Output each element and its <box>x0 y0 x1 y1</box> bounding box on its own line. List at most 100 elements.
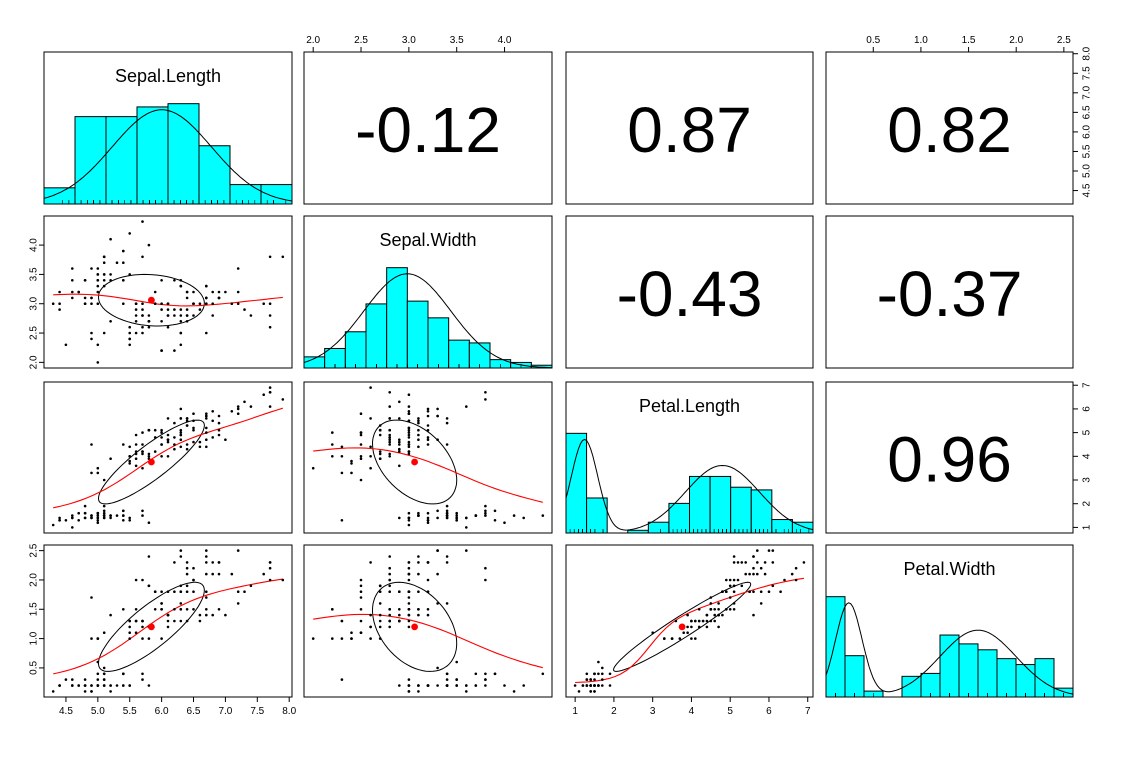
y-tick-label-Petal.Width-0: 0.5 <box>29 661 40 675</box>
point-Sepal.Length-Sepal.Width-90 <box>128 325 131 329</box>
point-Sepal.Length-Petal.Width-79 <box>141 637 144 640</box>
point-Sepal.Length-Petal.Width-31 <box>122 672 125 676</box>
point-Sepal.Width-Petal.Length-117 <box>484 391 487 394</box>
point-Sepal.Length-Petal.Width-94 <box>134 619 138 623</box>
x-tick-label-Sepal.Width-2: 3.0 <box>402 35 416 46</box>
point-Sepal.Length-Petal.Length-29 <box>77 511 80 515</box>
point-Sepal.Width-Petal.Width-62 <box>331 637 334 640</box>
point-Sepal.Width-Petal.Width-146 <box>359 584 363 588</box>
point-Sepal.Length-Petal.Width-125 <box>236 590 240 593</box>
point-Sepal.Length-Petal.Length-58 <box>198 440 202 444</box>
point-Sepal.Length-Petal.Width-106 <box>90 596 93 599</box>
point-Sepal.Width-Petal.Length-89 <box>359 455 363 458</box>
point-Sepal.Length-Petal.Width-57 <box>90 637 93 640</box>
point-Sepal.Length-Petal.Width-113 <box>141 578 144 582</box>
point-Sepal.Length-Petal.Width-149 <box>153 590 157 593</box>
point-Sepal.Length-Sepal.Width-21 <box>102 261 106 265</box>
points-Sepal.Width-vs-Petal.Width <box>311 549 545 693</box>
point-Sepal.Width-Petal.Width-22 <box>465 684 468 687</box>
point-Petal.Length-Petal.Width-148 <box>744 561 747 564</box>
point-Sepal.Length-Petal.Length-77 <box>205 431 208 434</box>
point-Sepal.Length-Petal.Length-140 <box>205 417 208 420</box>
point-Sepal.Length-Petal.Length-123 <box>179 433 183 437</box>
point-Sepal.Width-Petal.Width-123 <box>378 590 382 593</box>
point-Sepal.Width-Petal.Width-109 <box>465 549 468 552</box>
point-Sepal.Width-Petal.Width-84 <box>407 608 411 611</box>
y-tick-label-Sepal.Width-3: 3.5 <box>29 267 40 281</box>
point-Petal.Length-Petal.Width-37 <box>589 690 592 693</box>
point-Sepal.Length-Petal.Length-54 <box>192 440 195 444</box>
point-Sepal.Length-Petal.Width-108 <box>205 590 208 593</box>
point-Sepal.Length-Petal.Length-55 <box>141 443 144 446</box>
point-Sepal.Length-Sepal.Width-31 <box>122 279 125 282</box>
point-Sepal.Length-Petal.Width-112 <box>211 572 214 576</box>
point-Sepal.Length-Sepal.Width-88 <box>134 302 138 306</box>
point-Sepal.Length-Sepal.Width-149 <box>153 302 157 306</box>
point-Petal.Length-Petal.Width-35 <box>581 684 585 687</box>
point-Sepal.Width-Petal.Length-94 <box>378 450 382 453</box>
point-Sepal.Length-Sepal.Width-32 <box>109 237 112 241</box>
point-Sepal.Length-Petal.Length-41 <box>64 519 68 522</box>
point-Sepal.Width-Petal.Width-32 <box>512 690 516 693</box>
point-Sepal.Width-Petal.Width-21 <box>474 672 478 676</box>
point-Sepal.Width-Petal.Length-84 <box>407 443 411 446</box>
point-Sepal.Width-Petal.Length-129 <box>407 412 411 416</box>
point-Sepal.Length-Petal.Length-94 <box>134 450 138 453</box>
point-Sepal.Length-Petal.Width-20 <box>122 684 125 687</box>
point-Sepal.Width-Petal.Length-39 <box>445 514 449 517</box>
point-Petal.Length-Petal.Width-26 <box>597 672 600 676</box>
point-Sepal.Length-Sepal.Width-94 <box>134 320 138 323</box>
point-Sepal.Length-Sepal.Width-33 <box>128 232 131 235</box>
point-Petal.Length-Petal.Width-23 <box>601 666 604 670</box>
y-tick-label-Sepal.Length-7: 8.0 <box>1082 46 1093 60</box>
point-Sepal.Length-Sepal.Width-57 <box>90 337 93 341</box>
point-Sepal.Width-Petal.Width-39 <box>445 684 449 687</box>
point-Sepal.Length-Sepal.Width-24 <box>83 279 87 282</box>
point-Sepal.Length-Sepal.Width-84 <box>122 302 125 306</box>
point-Sepal.Length-Petal.Length-40 <box>96 519 100 522</box>
point-Sepal.Length-Petal.Width-90 <box>128 625 131 629</box>
point-Sepal.Length-Petal.Length-134 <box>166 417 170 420</box>
point-Sepal.Width-Petal.Length-127 <box>407 433 411 437</box>
point-Petal.Length-Petal.Width-135 <box>771 561 775 564</box>
point-Sepal.Length-Sepal.Width-60 <box>96 361 100 364</box>
point-Sepal.Length-Sepal.Width-126 <box>173 314 176 317</box>
point-Petal.Length-Petal.Width-75 <box>705 613 709 617</box>
point-Sepal.Width-Petal.Length-18 <box>484 509 487 513</box>
smooth-line-Sepal.Width-Petal.Length <box>313 447 543 503</box>
point-Sepal.Length-Sepal.Width-73 <box>166 314 170 317</box>
point-Sepal.Length-Petal.Length-108 <box>205 412 208 416</box>
point-Sepal.Length-Petal.Length-91 <box>166 440 170 444</box>
point-Petal.Length-Petal.Width-143 <box>763 561 767 564</box>
point-Sepal.Length-Petal.Width-97 <box>173 619 176 623</box>
y-tick-label-Sepal.Width-1: 2.5 <box>29 326 40 340</box>
point-Sepal.Width-Petal.Length-27 <box>455 514 459 517</box>
point-Petal.Length-Petal.Width-125 <box>767 590 771 593</box>
point-Sepal.Width-Petal.Length-73 <box>388 438 392 442</box>
point-Sepal.Length-Sepal.Width-131 <box>281 255 285 259</box>
point-Sepal.Width-Petal.Length-70 <box>426 436 430 439</box>
point-Sepal.Width-Petal.Length-26 <box>445 511 449 515</box>
correlation-Petal.Length-Petal.Width: 0.96 <box>887 424 1012 496</box>
smooth-line-Sepal.Length-Petal.Length <box>53 407 283 509</box>
point-Sepal.Length-Petal.Width-67 <box>147 637 151 640</box>
point-Sepal.Width-Petal.Length-98 <box>359 478 363 482</box>
point-Sepal.Width-Petal.Length-37 <box>465 516 468 520</box>
point-Sepal.Width-Petal.Length-103 <box>398 417 401 420</box>
point-Sepal.Length-Petal.Width-75 <box>198 613 202 617</box>
point-Sepal.Length-Petal.Length-83 <box>160 428 163 432</box>
point-Sepal.Length-Petal.Width-114 <box>147 555 151 558</box>
hist-bar-Petal.Width-1 <box>844 655 865 698</box>
point-Sepal.Length-Petal.Width-135 <box>268 561 272 564</box>
points-Sepal.Length-vs-Petal.Length <box>51 386 285 529</box>
hist-bar-Petal.Width-8 <box>977 649 998 698</box>
point-Sepal.Length-Petal.Length-139 <box>217 421 221 425</box>
point-Sepal.Length-Petal.Length-57 <box>90 471 93 475</box>
point-Sepal.Length-Petal.Length-56 <box>179 438 183 442</box>
point-Sepal.Length-Petal.Length-93 <box>96 471 100 475</box>
point-Sepal.Length-Sepal.Width-119 <box>160 349 163 352</box>
smooth-line-Sepal.Length-Petal.Width <box>53 578 283 675</box>
point-Sepal.Length-Sepal.Width-93 <box>96 343 100 347</box>
point-Sepal.Width-Petal.Width-13 <box>407 690 411 693</box>
point-Sepal.Length-Petal.Width-121 <box>134 578 138 582</box>
